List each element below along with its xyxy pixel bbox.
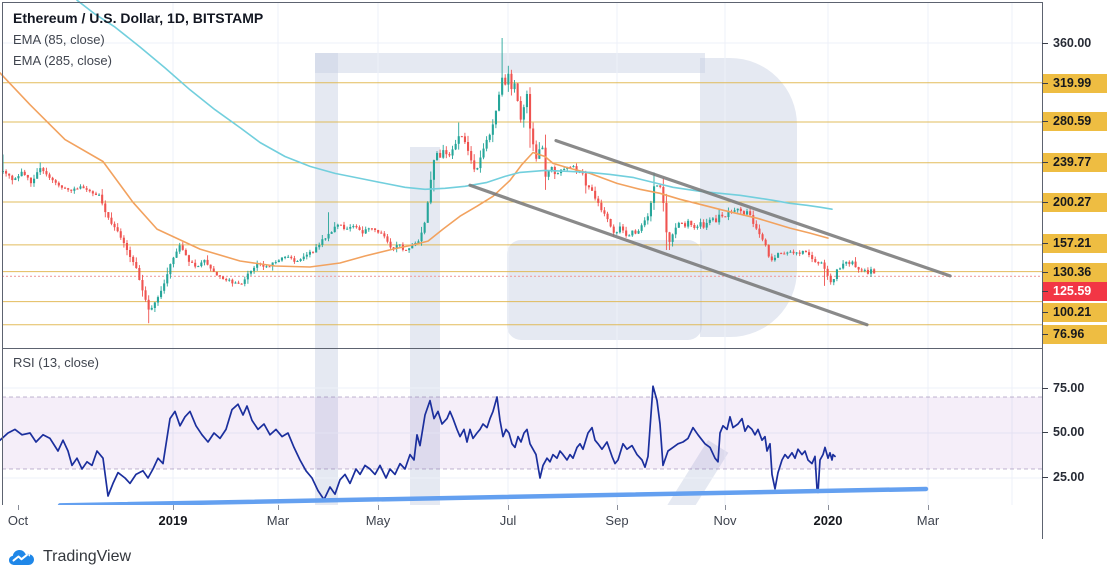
frame-left bbox=[2, 2, 3, 539]
price-axis-label: 157.21 bbox=[1043, 233, 1107, 253]
axis-tick bbox=[928, 505, 929, 510]
axis-tick bbox=[725, 505, 726, 510]
axis-tick bbox=[1042, 162, 1048, 164]
axis-tick bbox=[173, 505, 174, 510]
tradingview-cloud-icon bbox=[9, 549, 34, 565]
axis-tick bbox=[278, 505, 279, 510]
price-axis-label: 200.27 bbox=[1043, 192, 1107, 212]
time-axis-label: Sep bbox=[605, 513, 629, 528]
time-axis-label: Mar bbox=[266, 513, 290, 528]
current-price-label: 125.59 bbox=[1043, 281, 1107, 301]
axis-tick bbox=[1042, 432, 1048, 434]
axis-tick bbox=[1042, 312, 1048, 314]
price-axis[interactable]: 360.00 319.99 280.59 239.77 200.27 157.21 130.… bbox=[1042, 2, 1107, 539]
price-axis-label: 239.77 bbox=[1043, 152, 1107, 172]
price-axis-label: 100.21 bbox=[1043, 302, 1107, 322]
time-axis-label: May bbox=[365, 513, 391, 528]
axis-tick bbox=[1042, 121, 1048, 123]
price-axis-label: 25.00 bbox=[1053, 469, 1085, 484]
time-axis-label: Jul bbox=[499, 513, 517, 528]
axis-tick bbox=[1042, 83, 1048, 85]
price-axis-label: 50.00 bbox=[1053, 424, 1085, 439]
time-axis-label: Nov bbox=[713, 513, 737, 528]
axis-tick bbox=[1042, 43, 1048, 45]
axis-tick bbox=[1042, 243, 1048, 245]
time-axis-label: 2019 bbox=[158, 513, 188, 528]
axis-tick bbox=[1042, 334, 1048, 336]
axis-tick bbox=[18, 505, 19, 510]
rsi-indicator-legend[interactable]: RSI (13, close) bbox=[13, 355, 99, 370]
axis-tick bbox=[828, 505, 829, 510]
axis-tick bbox=[508, 505, 509, 510]
tradingview-wordmark: TradingView bbox=[43, 548, 132, 565]
ema285-legend[interactable]: EMA (285, close) bbox=[13, 53, 112, 68]
tradingview-logo[interactable]: TradingView bbox=[8, 548, 131, 566]
price-axis-label: 360.00 bbox=[1053, 35, 1092, 50]
axis-tick bbox=[1042, 272, 1048, 274]
time-axis-label: 2020 bbox=[813, 513, 843, 528]
ema85-legend[interactable]: EMA (85, close) bbox=[13, 32, 105, 47]
frame-top bbox=[2, 2, 1107, 3]
pane-divider[interactable] bbox=[2, 348, 1106, 349]
axis-tick bbox=[1042, 388, 1048, 390]
axis-tick bbox=[617, 505, 618, 510]
price-axis-label: 75.00 bbox=[1053, 380, 1085, 395]
symbol-title[interactable]: Ethereum / U.S. Dollar, 1D, BITSTAMP bbox=[13, 10, 264, 26]
price-axis-label: 280.59 bbox=[1043, 111, 1107, 131]
axis-tick bbox=[1042, 202, 1048, 204]
price-axis-label: 130.36 bbox=[1043, 262, 1107, 282]
axis-tick bbox=[378, 505, 379, 510]
price-axis-label: 76.96 bbox=[1043, 324, 1107, 344]
time-axis-label: Mar bbox=[916, 513, 940, 528]
axis-tick bbox=[1042, 291, 1048, 293]
axis-tick bbox=[1042, 477, 1048, 479]
axis-separator bbox=[1042, 2, 1043, 539]
price-axis-label: 319.99 bbox=[1043, 73, 1107, 93]
time-axis-label: Oct bbox=[7, 513, 29, 528]
time-axis[interactable]: Oct 2019 Mar May Jul Sep Nov 2020 Mar bbox=[2, 505, 1042, 539]
chart-legend: Ethereum / U.S. Dollar, 1D, BITSTAMP EMA… bbox=[13, 8, 263, 71]
